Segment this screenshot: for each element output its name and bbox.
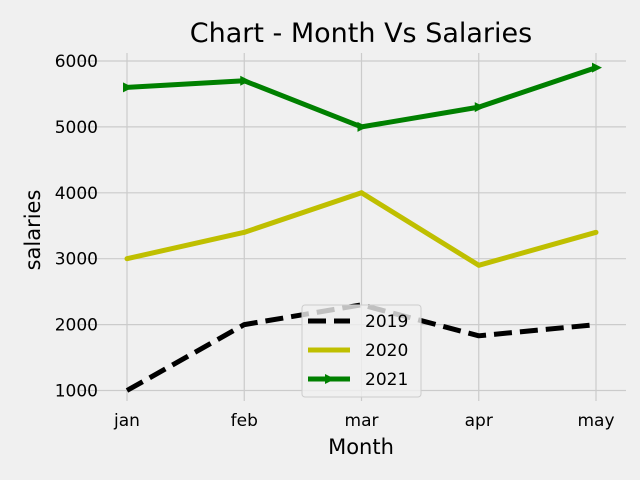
data-point-marker	[593, 229, 599, 235]
x-axis-ticks: jan feb mar apr may	[113, 411, 614, 431]
data-point-marker	[592, 62, 602, 73]
data-point-marker	[124, 256, 130, 262]
data-point-marker	[359, 190, 364, 196]
y-tick-label: 3000	[55, 250, 98, 270]
x-tick-label: may	[577, 411, 614, 431]
legend-entry: 2021	[308, 370, 408, 390]
x-tick-label: jan	[113, 411, 140, 431]
data-point-marker	[240, 75, 251, 86]
series-2020	[124, 190, 599, 268]
y-axis-ticks: 1000 2000 3000 4000 5000 6000	[55, 52, 98, 402]
y-tick-label: 6000	[55, 52, 98, 72]
data-point-marker	[474, 102, 485, 113]
data-point-marker	[326, 347, 332, 353]
x-tick-label: mar	[345, 411, 379, 431]
x-tick-label: apr	[465, 411, 493, 431]
x-axis-label: Month	[328, 435, 394, 459]
legend-entry: 2019	[308, 312, 408, 332]
y-tick-label: 4000	[55, 184, 98, 204]
data-point-marker	[123, 82, 133, 93]
series-2019	[125, 302, 597, 393]
y-tick-label: 5000	[55, 118, 98, 138]
data-point-marker	[357, 121, 368, 132]
data-point-marker	[241, 229, 247, 235]
chart-title: Chart - Month Vs Salaries	[190, 18, 532, 49]
series-line	[125, 302, 597, 393]
data-point-marker	[325, 374, 335, 384]
data-point-marker	[476, 262, 482, 268]
y-tick-label: 1000	[55, 382, 98, 402]
legend: 2019 2020 2021	[301, 304, 422, 398]
series-lines	[123, 62, 602, 393]
legend-entry: 2020	[308, 341, 408, 361]
x-tick-label: feb	[231, 411, 258, 431]
y-axis-label: salaries	[21, 190, 45, 271]
legend-label: 2021	[365, 370, 408, 390]
y-tick-label: 2000	[55, 316, 98, 336]
legend-label: 2020	[365, 341, 408, 361]
legend-label: 2019	[365, 312, 408, 332]
series-2021	[123, 62, 602, 132]
legend-box	[301, 304, 422, 398]
